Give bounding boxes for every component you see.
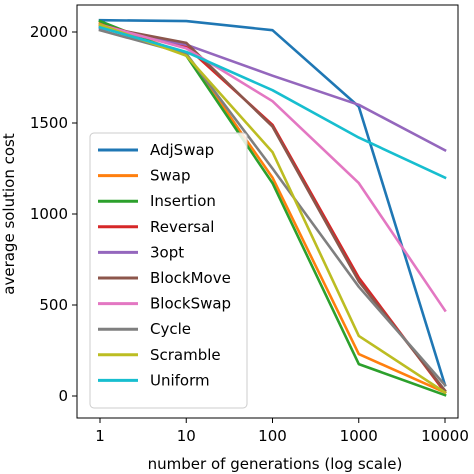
x-tick-label: 100 (258, 427, 287, 445)
legend-label: Cycle (150, 320, 191, 338)
series-line-blockswap (98, 23, 447, 313)
legend-label: Reversal (150, 218, 214, 236)
plot-frame (76, 4, 459, 419)
x-tick-label: 10 (177, 427, 196, 445)
x-tick-label: 10000 (421, 427, 469, 445)
legend-label: Insertion (150, 192, 216, 210)
legend-label: BlockSwap (150, 295, 231, 313)
y-tick-label: 500 (39, 296, 68, 314)
legend-label: Uniform (150, 371, 210, 389)
x-tick-label: 1 (95, 427, 105, 445)
legend-label: BlockMove (150, 269, 231, 287)
legend: AdjSwap Swap Insertion Reversal 3opt BlockMov… (89, 132, 248, 409)
y-axis-label: average solution cost (0, 133, 18, 295)
y-tick-label: 1500 (30, 114, 68, 132)
legend-label: 3opt (150, 243, 184, 261)
y-tick-label: 0 (58, 387, 68, 405)
legend-label: Scramble (150, 346, 221, 364)
y-tick-label: 1000 (30, 205, 68, 223)
series-line-scramble (98, 23, 447, 395)
legend-label: Swap (150, 167, 191, 185)
y-tick-label: 2000 (30, 23, 68, 41)
x-tick-label: 1000 (340, 427, 378, 445)
plot-area (98, 18, 447, 397)
x-axis-label: number of generations (log scale) (148, 455, 403, 473)
axes: 1 10 100 1000 10000 0 500 1000 1500 2000 (30, 4, 469, 445)
series-line-uniform (98, 25, 447, 180)
legend-label: AdjSwap (150, 141, 214, 159)
series-line-adjswap (98, 18, 447, 387)
